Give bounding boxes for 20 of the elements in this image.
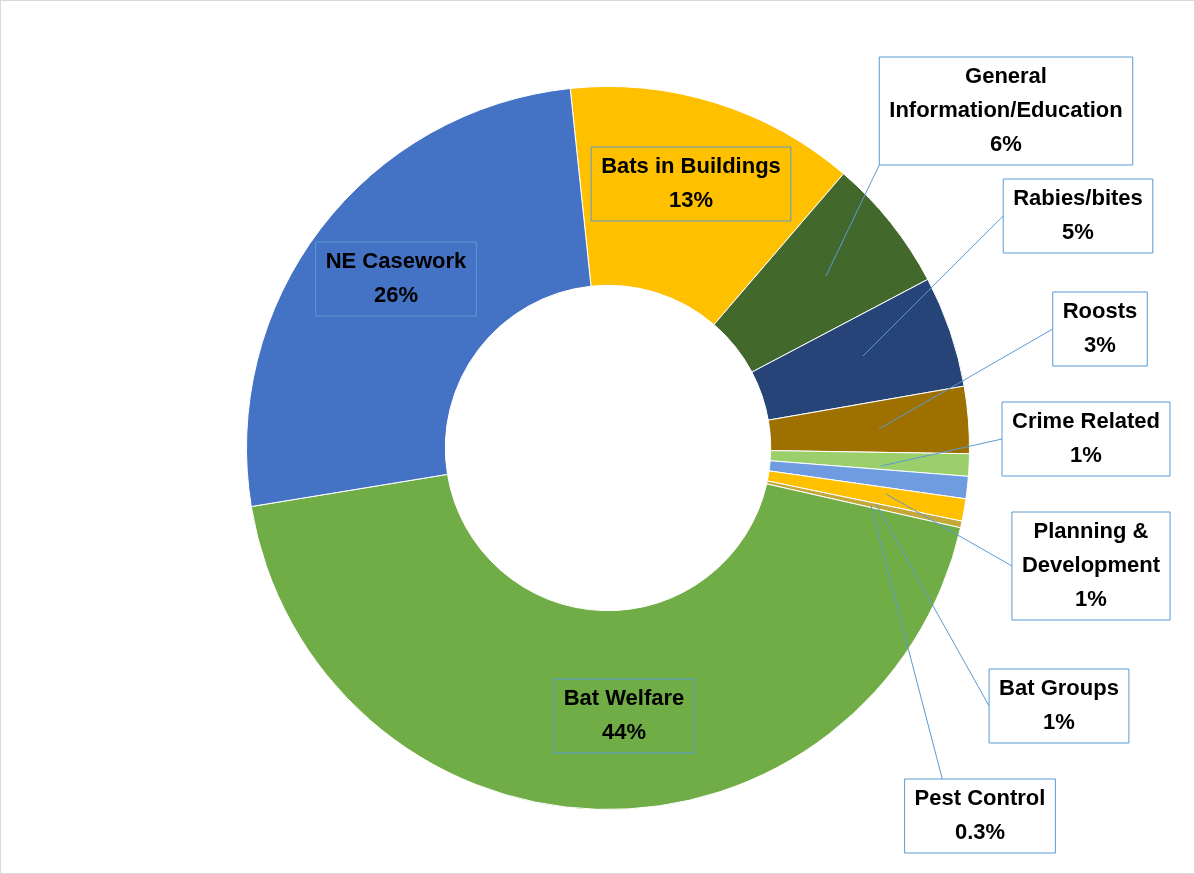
slice-label: Crime Related <box>1012 408 1160 434</box>
slice-label: Pest Control <box>914 785 1046 811</box>
slice-label: Bats in Buildings <box>601 153 781 179</box>
slice-label: Planning & Development <box>1021 518 1161 578</box>
slice-label: Bat Groups <box>999 675 1119 701</box>
data-label: 6% <box>990 131 1022 157</box>
slice-label: Roosts <box>1062 298 1138 324</box>
slice-label: Rabies/bites <box>1013 185 1143 211</box>
data-label: 5% <box>1062 219 1094 245</box>
data-label: 3% <box>1084 332 1116 358</box>
data-label: 13% <box>668 187 714 213</box>
data-label: 1% <box>1043 709 1075 735</box>
data-label: 1% <box>1075 586 1107 612</box>
data-label: 1% <box>1070 442 1102 468</box>
data-label: 26% <box>373 282 419 308</box>
data-label: 0.3% <box>954 819 1006 845</box>
slice-label: Bat Welfare <box>563 685 685 711</box>
data-label: 44% <box>601 719 647 745</box>
slice-label: General Information/Education <box>889 63 1123 123</box>
slice-label: NE Casework <box>325 248 468 274</box>
